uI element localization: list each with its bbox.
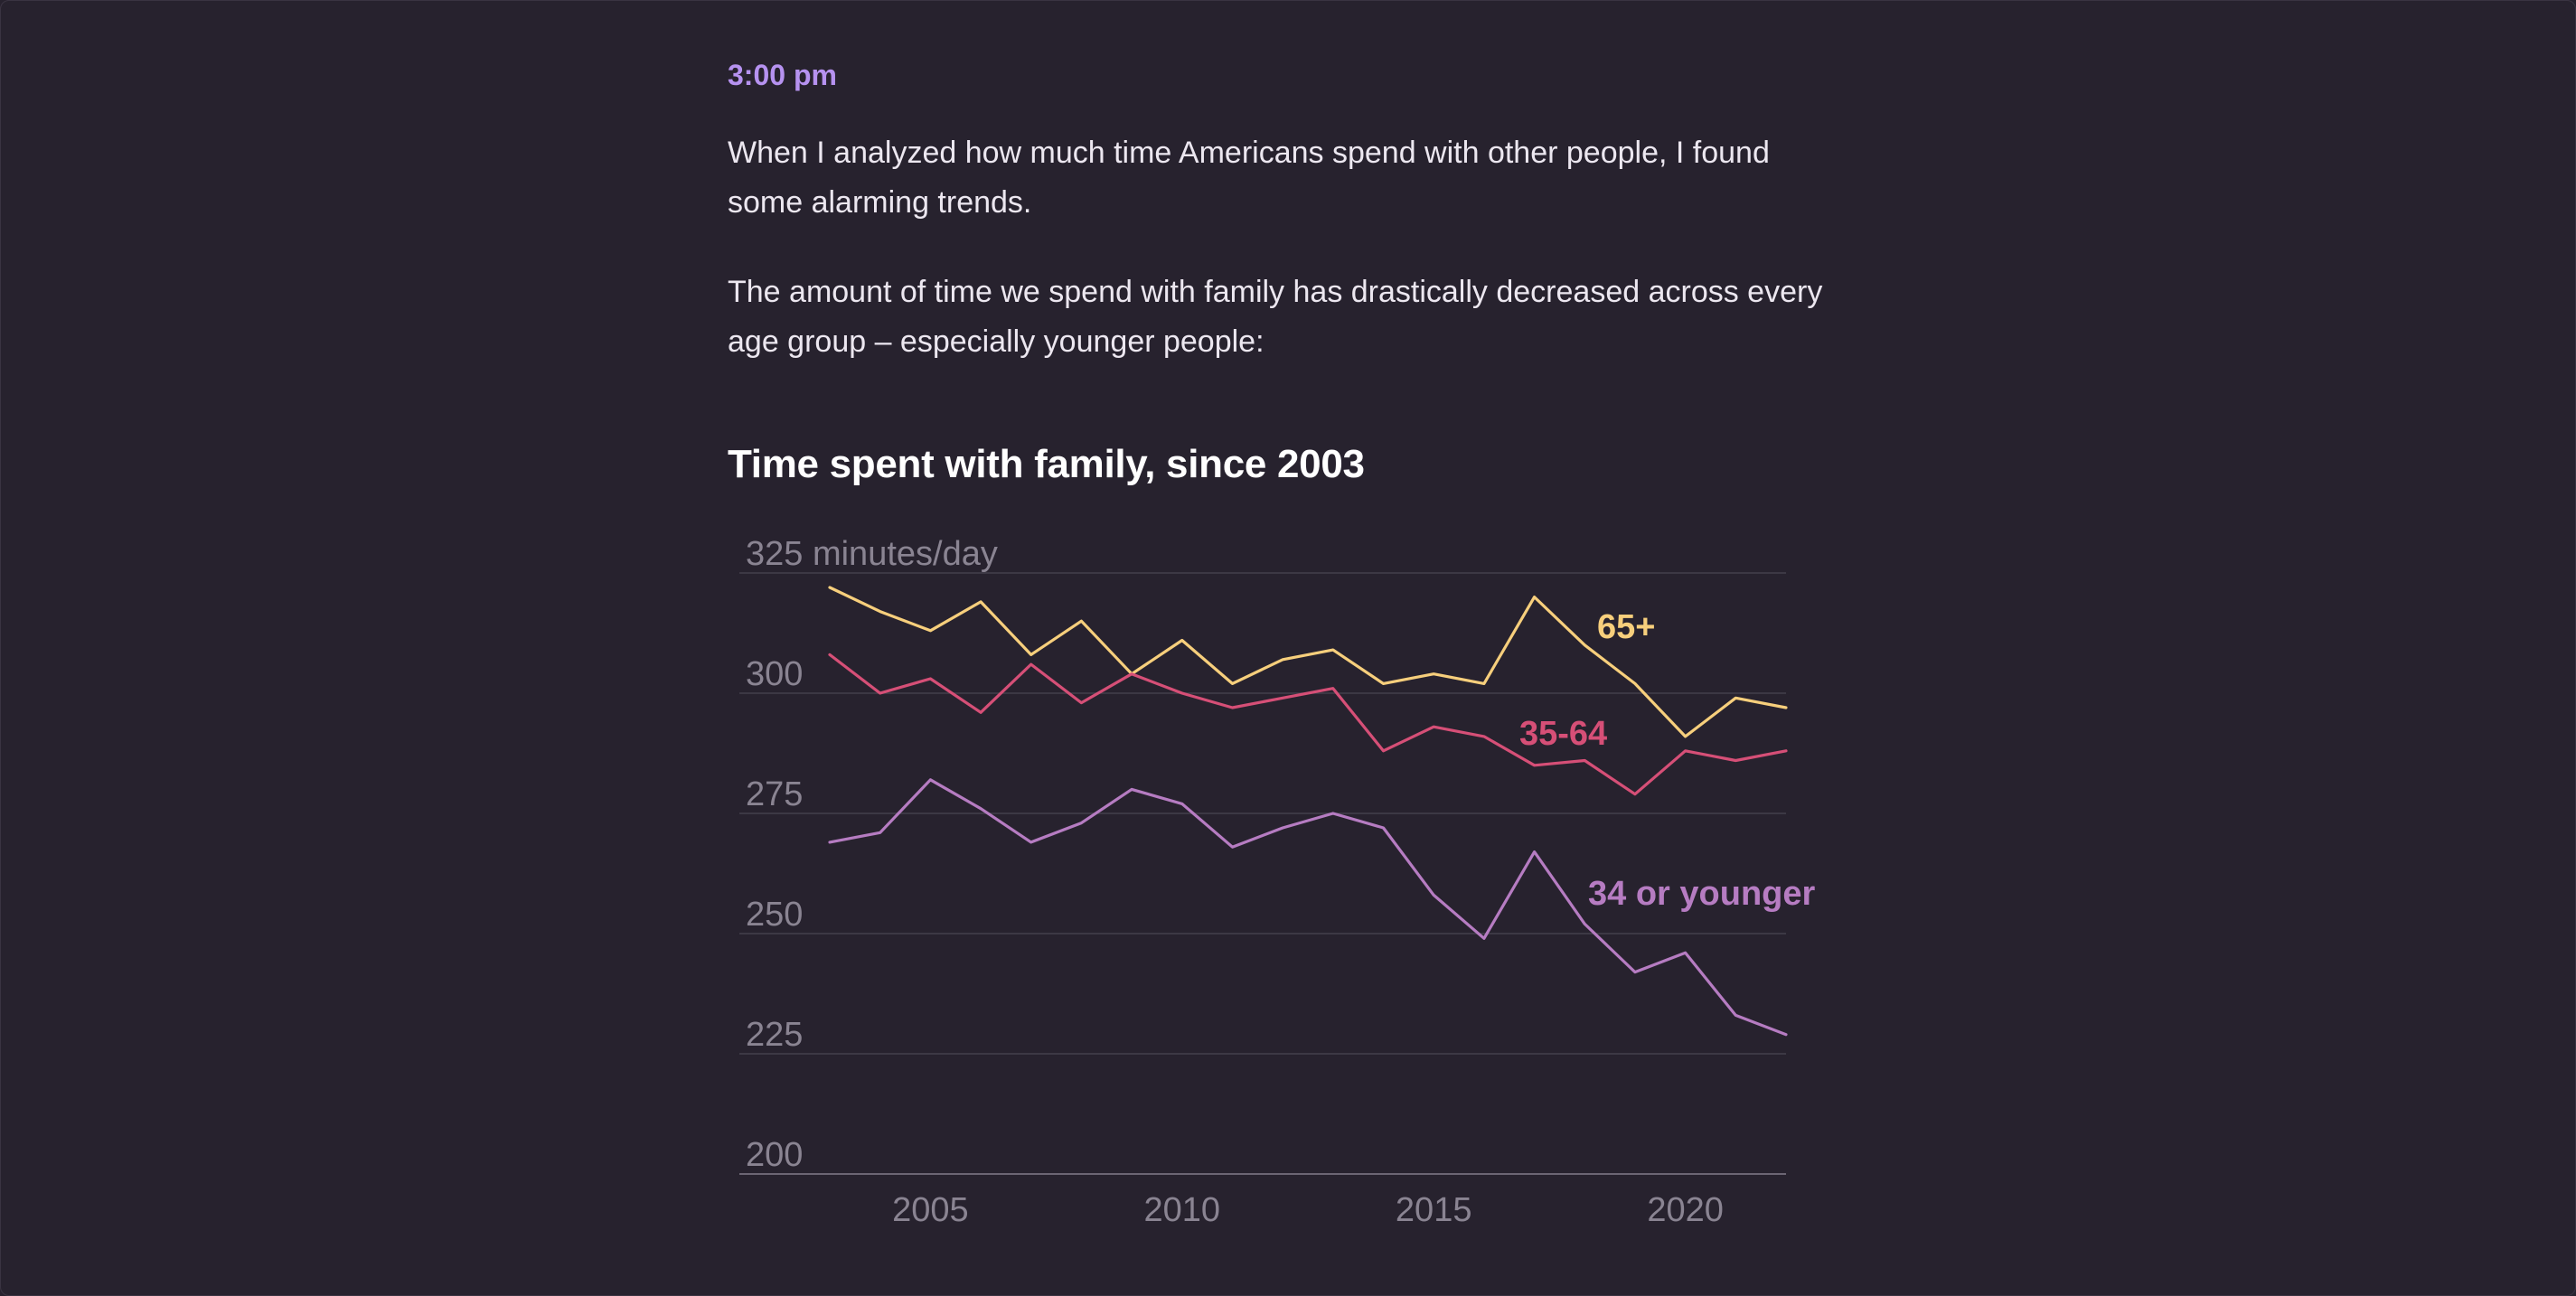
y-tick-label-300: 300 [746,655,803,693]
paragraph-family-trend: The amount of time we spend with family … [728,275,1823,359]
series-34-or-younger [828,778,1788,1037]
chart-series [828,586,1788,1037]
series-label-34-or-younger: 34 or younger [1588,875,1815,913]
series-label-35-64: 35-64 [1519,715,1607,753]
chart-title: Time spent with family, since 2003 [728,442,1365,486]
y-tick-label-325: 325 minutes/day [746,535,998,573]
y-tick-label-200: 200 [746,1136,803,1174]
x-tick-label-2010: 2010 [1144,1191,1221,1229]
y-axis-ticks: 200 225 250 275 300 325 minutes/day [746,535,998,1174]
series-label-65: 65+ [1597,608,1655,646]
line-35-64 [828,653,1788,796]
x-tick-label-2005: 2005 [892,1191,969,1229]
y-tick-label-225: 225 [746,1016,803,1054]
x-tick-label-2020: 2020 [1647,1191,1724,1229]
series-65 [828,586,1788,738]
article-body: 3:00 pm When I analyzed how much time Am… [728,54,1830,490]
paragraph-intro: When I analyzed how much time Americans … [728,136,1770,220]
y-tick-label-250: 250 [746,896,803,934]
chart-gridlines [739,572,1786,1175]
x-axis-ticks: 2005 2010 2015 2020 [892,1191,1724,1229]
series-35-64 [828,653,1788,796]
y-tick-label-275: 275 [746,775,803,813]
line-65 [828,586,1788,738]
line-34-or-younger [828,778,1788,1037]
series-labels: 65+ 35-64 34 or younger [1519,608,1815,913]
timestamp: 3:00 pm [728,59,837,91]
x-tick-label-2015: 2015 [1396,1191,1472,1229]
